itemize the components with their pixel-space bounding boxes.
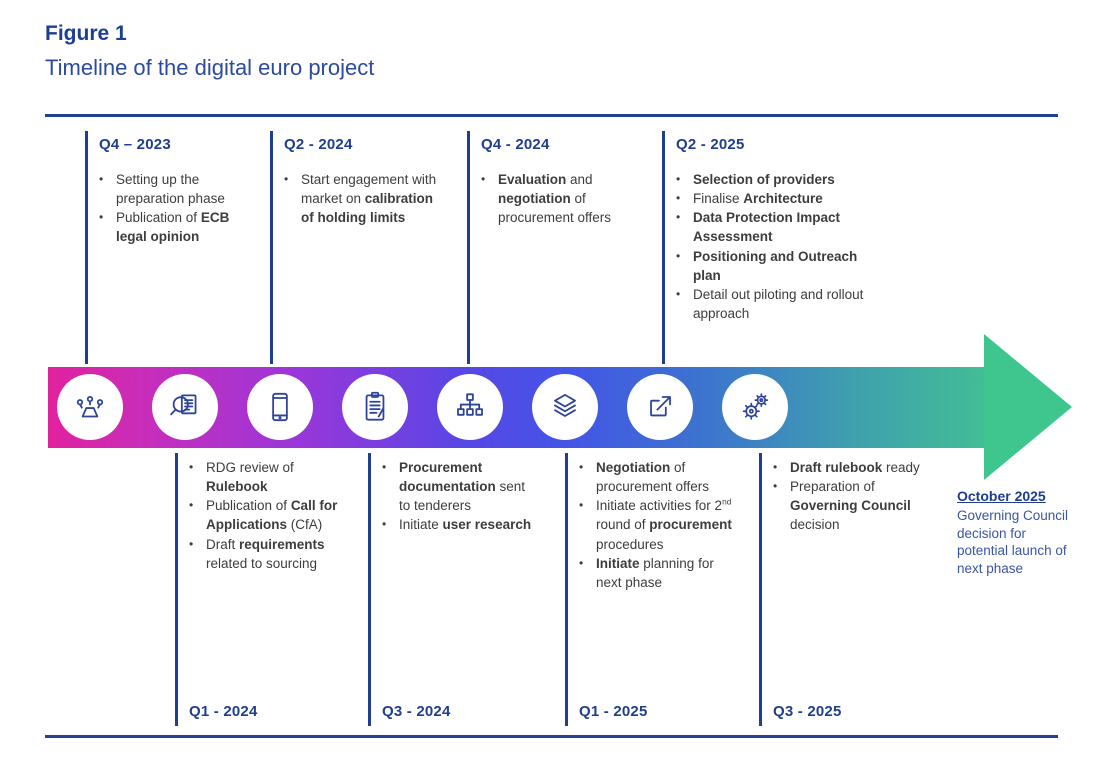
quarter-label: Q4 – 2023 <box>99 136 171 153</box>
milestone-date: October 2025 <box>957 488 1046 504</box>
bullet-item: • RDG review of Rulebook <box>189 460 294 495</box>
bullet-list: • Setting up the preparation phase • Public… <box>99 170 251 247</box>
timeline-phase-q3-2024: • Procurement documentation sent to tende… <box>368 453 540 726</box>
bullet-list: • Evaluation and negotiation of procureme… <box>481 170 641 227</box>
icon-circle <box>152 374 218 440</box>
bullet-item: • Draft requirements related to sourcing <box>189 536 325 571</box>
icon-circle <box>722 374 788 440</box>
figure-label: Figure 1 <box>45 22 127 45</box>
quarter-label: Q3 - 2024 <box>382 703 451 720</box>
bullet-item: • Procurement documentation sent to tende… <box>382 460 526 514</box>
layers-icon <box>554 393 576 417</box>
top-rule <box>45 114 1058 117</box>
timeline-phase-q1-2025: • Negotiation of procurement offers • Initi… <box>565 453 737 726</box>
icon-circle <box>532 374 598 440</box>
icon-circle <box>437 374 503 440</box>
bullet-item: • Detail out piloting and rollout approac… <box>676 286 864 322</box>
figure-header: Figure 1 Timeline of the digital euro pr… <box>45 22 374 81</box>
bullet-item: • Initiate planning for next phase <box>579 555 714 590</box>
bullet-item: • Positioning and Outreach plan <box>676 248 858 283</box>
bullet-item: • Negotiation of procurement offers <box>579 460 710 495</box>
bullet-item: • Publication of Call for Applications (C… <box>189 498 338 533</box>
timeline-phase-q4-2023: Q4 – 2023 • Setting up the preparation ph… <box>85 131 251 364</box>
meeting-icon <box>76 395 104 418</box>
bullet-list: • Selection of providers • Finalise Archite… <box>676 170 888 323</box>
bullet-list: • Procurement documentation sent to tende… <box>382 458 540 535</box>
bullet-list: • Start engagement with market on calibra… <box>284 170 444 227</box>
figure-title: Timeline of the digital euro project <box>45 55 375 80</box>
timeline-phase-q3-2025: • Draft rulebook ready • Preparation of Gov… <box>759 453 925 726</box>
bullet-item: • Data Protection Impact Assessment <box>676 210 841 245</box>
bullet-item: • Preparation of Governing Council decisi… <box>773 479 911 533</box>
bullet-item: • Initiate activities for 2nd round of pr… <box>579 496 732 552</box>
icon-circle <box>342 374 408 440</box>
timeline-arrow-head <box>984 334 1072 480</box>
bullet-item: • Selection of providers <box>676 172 835 187</box>
timeline-phase-q2-2024: Q2 - 2024 • Start engagement with market … <box>270 131 444 364</box>
icon-circle <box>247 374 313 440</box>
bullet-list: • RDG review of Rulebook • Publication of C… <box>189 458 341 573</box>
bullet-list: • Negotiation of procurement offers • Initi… <box>579 458 737 592</box>
milestone-text: Governing Council decision for potential… <box>957 508 1069 576</box>
bullet-item: • Initiate user research <box>382 517 532 533</box>
clipboard-icon <box>365 391 385 421</box>
gears-icon <box>742 393 769 420</box>
timeline-phase-q4-2024: Q4 - 2024 • Evaluation and negotiation of… <box>467 131 641 364</box>
quarter-label: Q2 - 2024 <box>284 136 353 153</box>
bullet-item: • Start engagement with market on calibra… <box>284 172 437 226</box>
quarter-label: Q1 - 2024 <box>189 703 258 720</box>
bottom-rule <box>45 735 1058 738</box>
bullet-item: • Setting up the preparation phase <box>99 172 225 207</box>
timeline-phase-q2-2025: Q2 - 2025 • Selection of providers • Finali… <box>662 131 888 364</box>
timeline-phase-q1-2024: • RDG review of Rulebook • Publication of C… <box>175 453 341 726</box>
quarter-label: Q2 - 2025 <box>676 136 745 153</box>
bullet-list: • Draft rulebook ready • Preparation of Gov… <box>773 458 925 535</box>
quarter-label: Q4 - 2024 <box>481 136 550 153</box>
bullet-item: • Finalise Architecture <box>676 191 823 207</box>
bullet-item: • Draft rulebook ready <box>773 460 920 475</box>
org-chart-icon <box>457 393 483 416</box>
milestone-note: October 2025 Governing Council decision … <box>957 488 1071 577</box>
icon-circle <box>627 374 693 440</box>
icon-circle <box>57 374 123 440</box>
export-icon <box>650 396 671 417</box>
bullet-item: • Evaluation and negotiation of procureme… <box>481 172 612 226</box>
quarter-label: Q1 - 2025 <box>579 703 648 720</box>
bullet-item: • Publication of ECB legal opinion <box>99 210 230 245</box>
quarter-label: Q3 - 2025 <box>773 703 842 720</box>
document-review-icon <box>170 394 197 416</box>
smartphone-icon <box>272 392 288 422</box>
